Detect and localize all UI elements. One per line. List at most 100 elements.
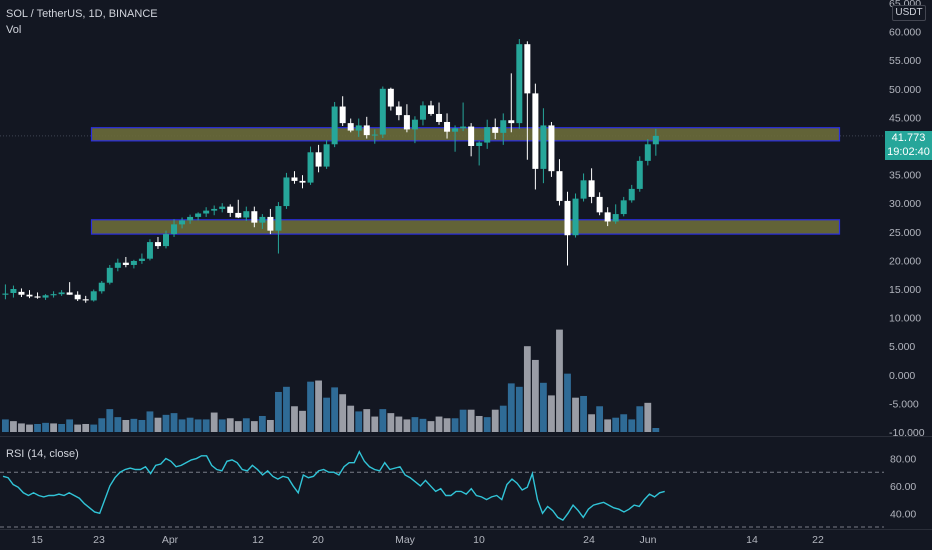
candle-body (331, 106, 338, 145)
volume-bar (628, 419, 636, 432)
volume-bar (612, 417, 620, 432)
volume-bar (379, 409, 387, 432)
candle-body (500, 120, 507, 133)
candle-body (203, 210, 210, 214)
candle-body (291, 177, 298, 181)
candle-body (50, 294, 57, 296)
volume-bar (226, 418, 234, 432)
time-axis-label: 22 (812, 534, 824, 546)
volume-bar (347, 405, 355, 432)
volume-bar (299, 410, 306, 432)
candle-body (251, 211, 258, 223)
price-axis-label: 60.000 (889, 27, 921, 39)
candle-body (10, 289, 17, 294)
candle-body (122, 262, 129, 265)
volume-bar (74, 424, 82, 432)
volume-bar (556, 329, 563, 432)
candle-body (163, 234, 169, 247)
volume-bar (475, 415, 483, 432)
candle-body (532, 93, 539, 169)
currency-unit-box[interactable]: USDT (892, 5, 926, 21)
candle-body (34, 296, 41, 298)
candle-body (572, 198, 579, 236)
candle-body (307, 152, 314, 183)
volume-bar (258, 415, 266, 432)
countdown-badge: 19:02:40 (885, 145, 932, 160)
volume-bar (620, 414, 628, 432)
rsi-axis-label: 80.00 (890, 454, 916, 466)
volume-legend[interactable]: Vol (6, 24, 22, 36)
volume-bar (363, 409, 371, 432)
candle-body (612, 214, 619, 222)
candle-body (387, 88, 394, 107)
volume-bar (531, 359, 539, 432)
candle-body (371, 134, 378, 136)
volume-bar (90, 424, 98, 432)
candle-body (604, 212, 611, 222)
candle-body (363, 125, 370, 136)
price-axis-label: 20.000 (889, 255, 921, 267)
candle-body (460, 126, 467, 129)
candle-body (411, 119, 418, 130)
volume-bar (138, 419, 146, 432)
volume-bar (307, 381, 314, 432)
volume-bar (427, 421, 435, 432)
candle-body (219, 206, 226, 209)
volume-bar (540, 382, 547, 432)
candle-body (26, 294, 33, 297)
time-axis-label: May (395, 534, 416, 546)
candle-body (524, 44, 531, 94)
candle-body (130, 260, 137, 265)
volume-bar (483, 417, 491, 432)
volume-bar (130, 418, 138, 432)
volume-bar (250, 421, 258, 432)
candle-body (379, 88, 386, 135)
rsi-legend[interactable]: RSI (14, close) (6, 448, 79, 460)
candle-body (299, 180, 306, 183)
candle-body (355, 125, 362, 131)
volume-bar (403, 419, 411, 432)
candle-body (492, 127, 499, 133)
time-axis-label: 23 (93, 534, 105, 546)
time-axis-label: 20 (312, 534, 324, 546)
volume-bar (572, 397, 579, 432)
symbol-legend[interactable]: SOL / TetherUS, 1D, BINANCE (6, 8, 158, 20)
volume-bar (604, 419, 612, 432)
candle-body (98, 282, 105, 292)
volume-bar (114, 417, 122, 432)
price-axis-label: 55.000 (889, 55, 921, 67)
candle-body (588, 180, 595, 197)
candle-body (106, 267, 113, 283)
price-axis-label: 45.000 (889, 112, 921, 124)
volume-bar (218, 419, 226, 432)
volume-bar (491, 409, 499, 432)
candle-body (347, 123, 354, 131)
candle-body (427, 105, 434, 114)
volume-bar (186, 417, 194, 432)
volume-bar (387, 413, 395, 432)
price-axis-label: 30.000 (889, 198, 921, 210)
volume-bar (10, 421, 17, 432)
volume-bar (323, 397, 330, 432)
volume-bar (419, 418, 427, 432)
volume-bar (636, 406, 644, 432)
rsi-axis-label: 40.00 (890, 508, 916, 520)
candle-body (556, 171, 563, 201)
candle-body (323, 144, 330, 167)
candle-body (419, 105, 426, 120)
candle-body (636, 160, 643, 189)
volume-bar (355, 411, 363, 432)
volume-bar (283, 386, 290, 432)
volume-bar (98, 418, 106, 432)
volume-bar (507, 383, 515, 432)
candle-body (235, 212, 242, 218)
rsi-line (2, 450, 665, 522)
volume-bar (315, 380, 322, 432)
candle-body (436, 113, 443, 122)
candle-body (2, 293, 9, 295)
candle-body (580, 180, 587, 199)
candle-body (82, 299, 89, 301)
volume-bar (202, 419, 210, 432)
candle-body (211, 208, 218, 211)
